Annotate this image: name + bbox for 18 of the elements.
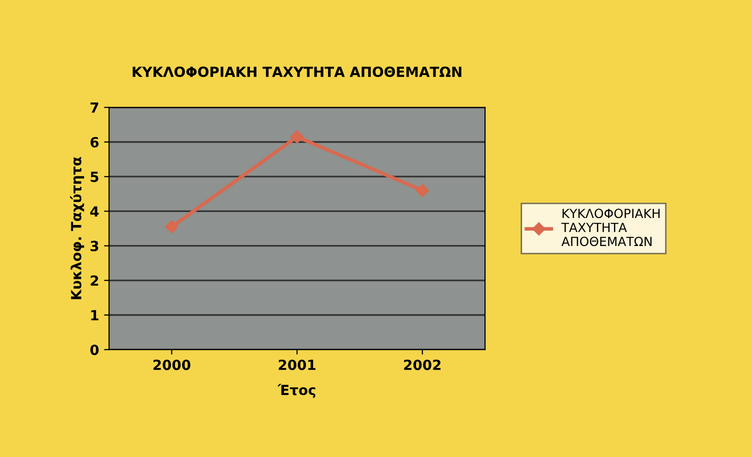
y-tick-label: 6 — [90, 136, 99, 148]
chart-title: ΚΥΚΛΟΦΟΡΙΑΚΗ ΤΑΧΥΤΗΤΑ ΑΠΟΘΕΜΑΤΩΝ — [132, 66, 462, 78]
x-tick-label: 2000 — [153, 360, 190, 370]
y-tick-label: 7 — [90, 102, 98, 113]
x-axis-title: Έτος — [278, 384, 316, 398]
y-tick-label: 4 — [90, 206, 99, 216]
y-tick-label: 0 — [90, 344, 99, 356]
y-tick-label: 3 — [90, 240, 98, 252]
x-tick-label: 2002 — [404, 360, 440, 370]
point — [416, 184, 429, 198]
legend-label: ΚΥΚΛΟΦΟΡΙΑΚΗ ΤΑΧΥΤΗΤΑ ΑΠΟΘΕΜΑΤΩΝ — [561, 208, 660, 246]
point — [290, 130, 304, 144]
x-tick-label: 2001 — [278, 360, 316, 370]
point — [165, 220, 178, 234]
y-tick-label: 5 — [90, 172, 98, 182]
y-axis-title: Κυκλοφ. Ταχύτητα — [70, 157, 84, 300]
y-tick-label: 1 — [91, 310, 98, 320]
y-tick-label: 2 — [90, 275, 98, 286]
